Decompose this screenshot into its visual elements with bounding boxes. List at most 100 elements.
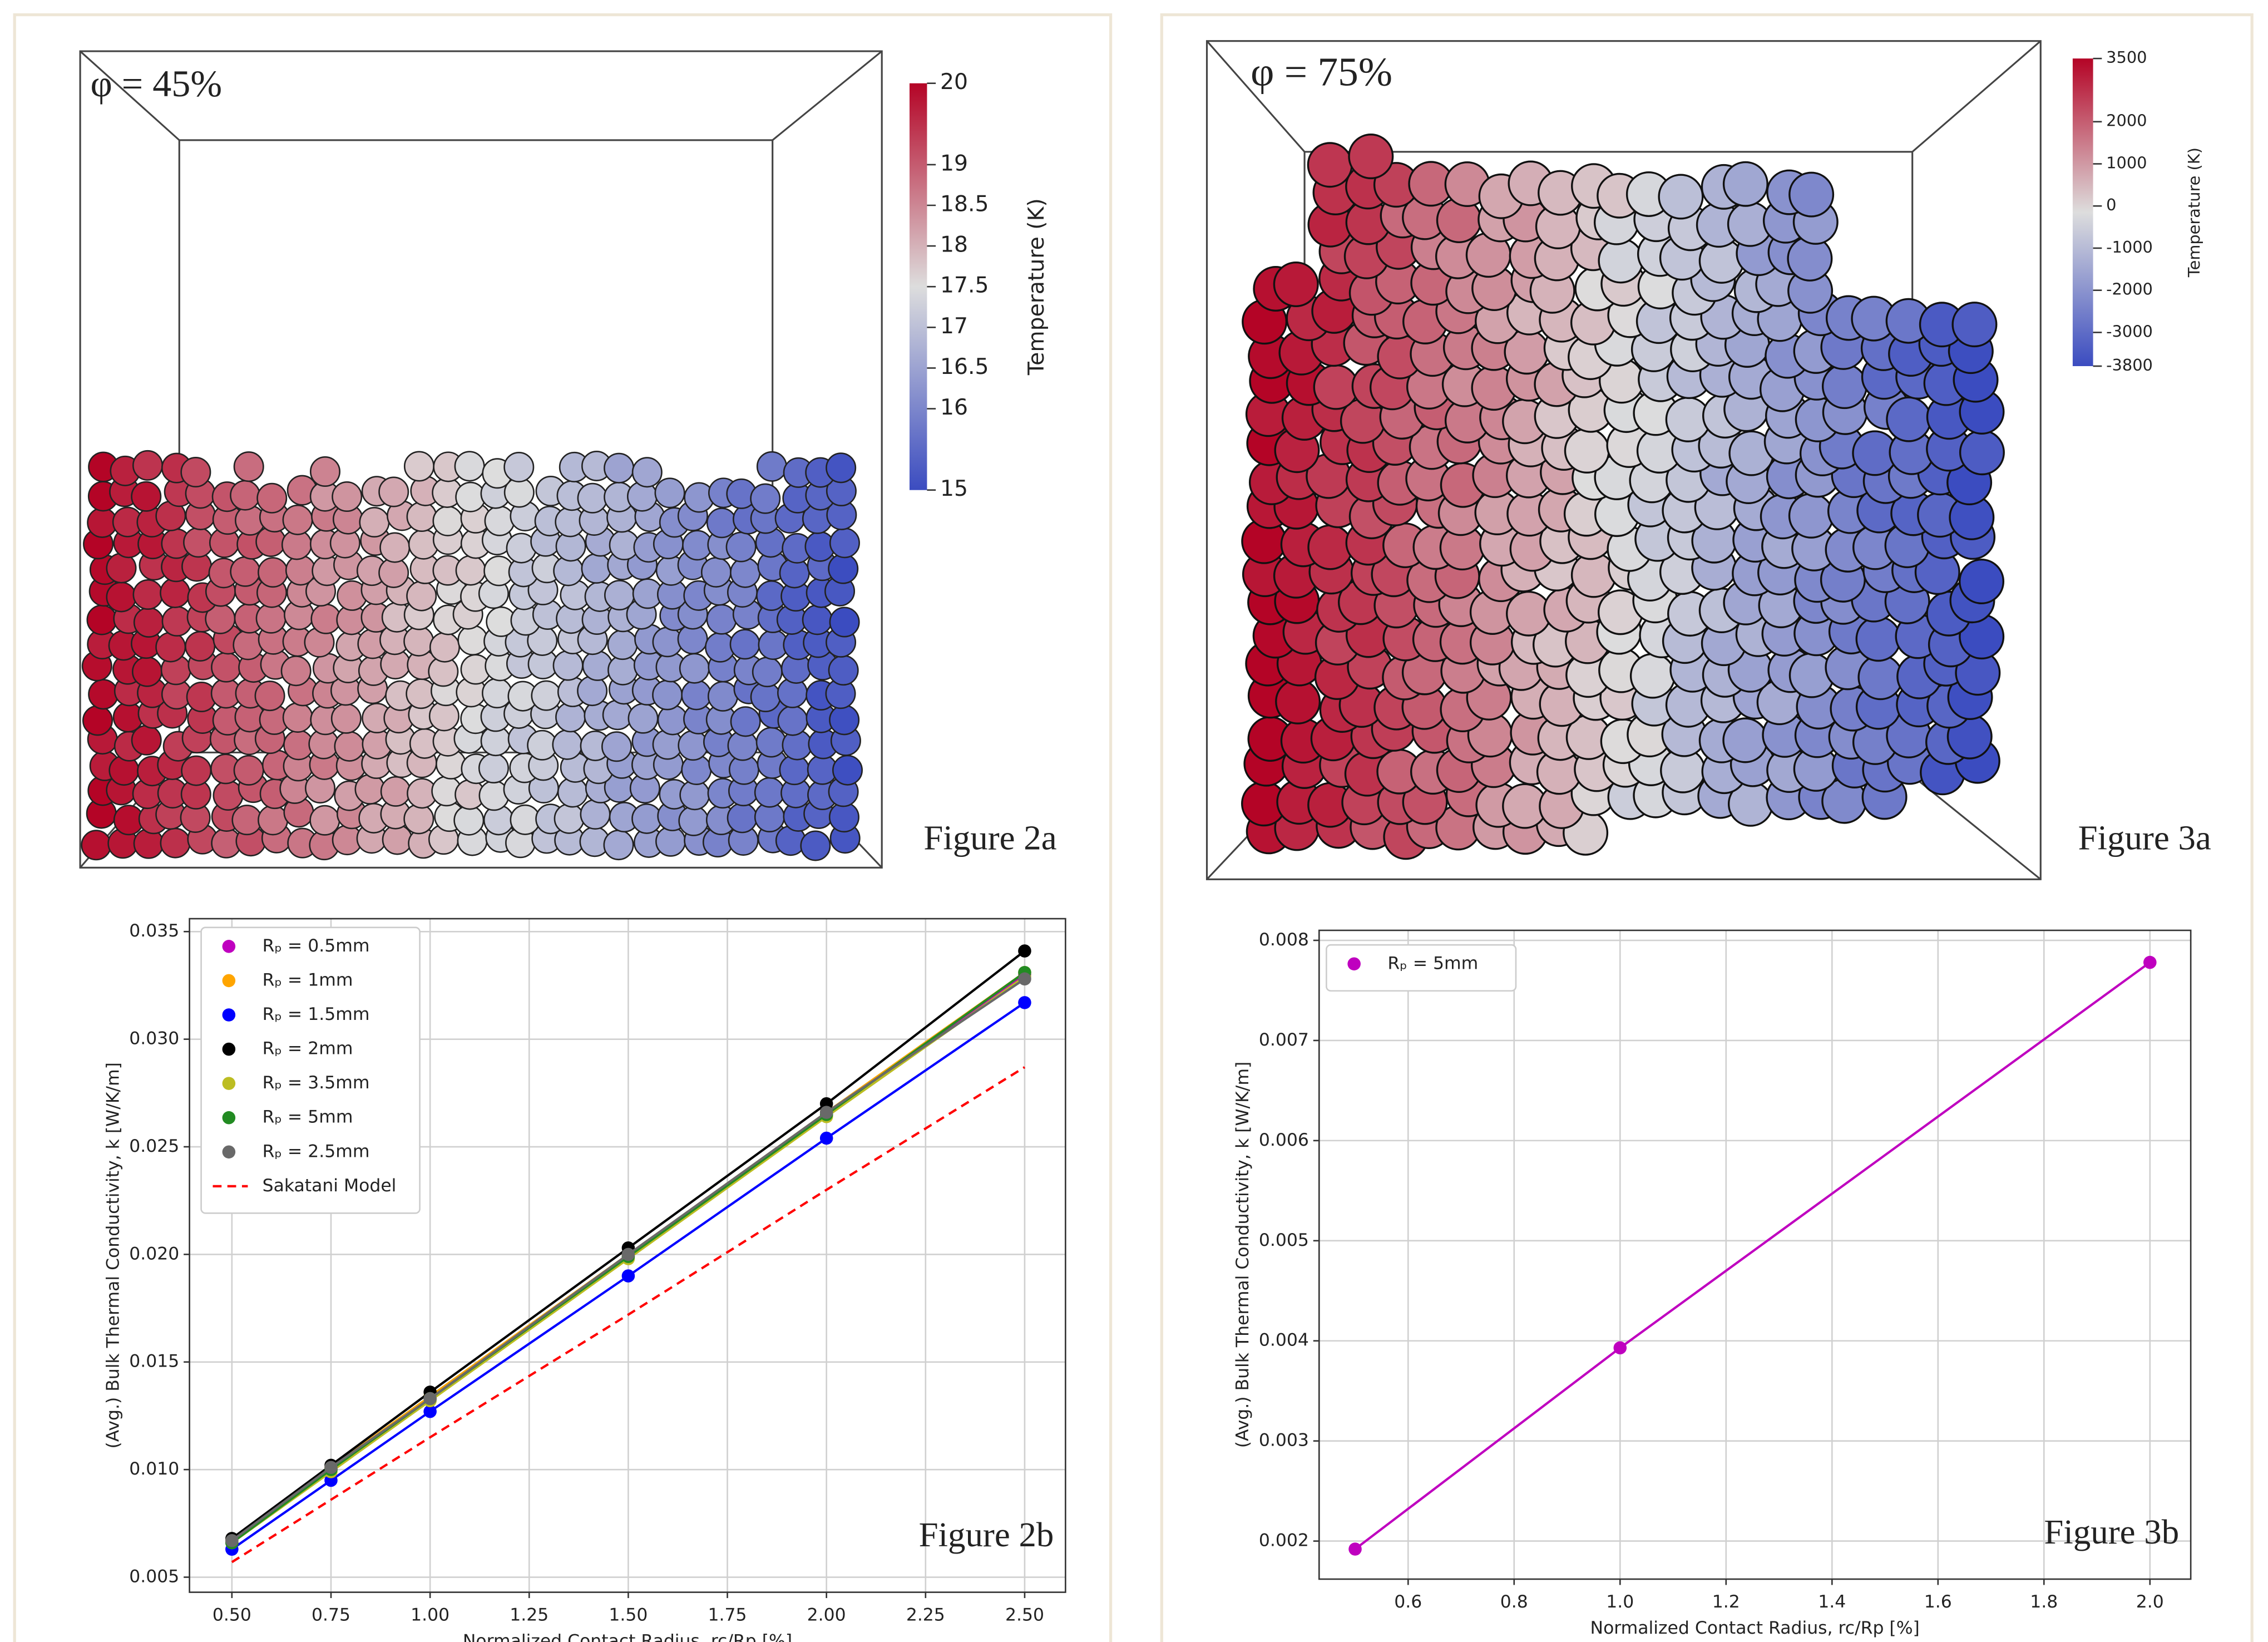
particle	[258, 558, 287, 586]
data-point	[1018, 944, 1031, 958]
y-tick-label: 0.005	[1259, 1230, 1309, 1250]
x-tick-label: 1.8	[2030, 1592, 2058, 1612]
y-axis-label: (Avg.) Bulk Thermal Conductivity, k [W/K…	[1233, 1062, 1253, 1448]
particle	[554, 651, 582, 680]
particle	[829, 655, 858, 684]
particle	[1960, 431, 2004, 475]
x-tick-label: 1.2	[1712, 1592, 1740, 1612]
particle	[829, 706, 858, 734]
particle	[1599, 239, 1643, 283]
figure-caption: Figure 2b	[919, 1515, 1054, 1554]
particle	[603, 701, 632, 729]
particle	[656, 827, 685, 856]
particle	[404, 627, 433, 655]
x-tick-label: 1.75	[708, 1605, 747, 1625]
particle	[803, 605, 832, 634]
data-point	[1348, 1542, 1362, 1556]
particle	[701, 558, 730, 586]
y-tick-label: 0.005	[129, 1567, 179, 1587]
particle	[258, 484, 286, 512]
y-tick-label: 0.004	[1259, 1330, 1309, 1350]
data-point	[225, 1534, 239, 1547]
particle	[230, 481, 259, 510]
legend-swatch	[223, 940, 236, 953]
colorbar-tick-label: -3800	[2106, 356, 2153, 374]
colorbar-tick-label: 17.5	[940, 273, 989, 298]
particle	[310, 457, 339, 486]
figure-caption: Figure 3b	[2044, 1512, 2179, 1551]
particle	[830, 608, 859, 637]
particle	[1274, 263, 1318, 307]
legend-swatch	[1347, 957, 1361, 970]
legend-swatch	[223, 1077, 236, 1090]
particle	[404, 452, 433, 481]
particle	[708, 682, 737, 711]
y-tick-label: 0.002	[1259, 1531, 1309, 1551]
y-tick-label: 0.007	[1259, 1030, 1309, 1050]
particle	[88, 680, 117, 709]
colorbar-tick-label: -3000	[2106, 322, 2153, 341]
legend-label: Rₚ = 0.5mm	[263, 936, 370, 956]
particle	[730, 558, 759, 587]
figure: φ = 45% φ = 75% 201918.51817.51716.51615…	[0, 0, 2268, 1642]
x-axis-label: Normalized Contact Radius, rc/Rp [%]	[463, 1631, 792, 1642]
colorbar-tick-label: 15	[940, 476, 968, 501]
particle	[333, 482, 362, 511]
particle	[555, 804, 584, 833]
particle	[156, 633, 185, 662]
particle	[682, 681, 711, 709]
data-point	[1018, 973, 1031, 986]
particle	[186, 632, 215, 660]
particle	[583, 651, 612, 680]
particle	[283, 703, 312, 732]
particle	[629, 704, 658, 733]
y-tick-label: 0.025	[129, 1136, 179, 1156]
data-point	[622, 1269, 635, 1283]
legend-label: Rₚ = 5mm	[263, 1107, 353, 1127]
particle	[582, 554, 611, 583]
particle	[1887, 397, 1931, 441]
particle	[707, 605, 736, 634]
particle	[653, 681, 681, 709]
particle	[454, 806, 483, 835]
legend-label: Rₚ = 2.5mm	[263, 1141, 370, 1161]
particle	[753, 657, 782, 686]
particle	[255, 681, 284, 710]
particle	[82, 831, 111, 860]
packing-label: φ = 75%	[1251, 49, 1392, 94]
particle	[381, 533, 409, 562]
colorbar-tick-label: 20	[940, 70, 968, 95]
x-tick-label: 0.8	[1500, 1592, 1528, 1612]
particle	[458, 625, 487, 654]
particle	[1790, 172, 1834, 216]
y-tick-label: 0.006	[1259, 1130, 1309, 1150]
particle	[160, 578, 189, 607]
particle	[286, 556, 315, 585]
particle	[231, 557, 260, 586]
particle	[833, 756, 862, 785]
colorbar	[910, 83, 927, 490]
particle	[1659, 175, 1703, 219]
particle	[658, 706, 687, 734]
particle	[830, 529, 859, 558]
figure-caption: Figure 2a	[923, 818, 1056, 857]
colorbar-tick-label: 17	[940, 314, 968, 339]
particle	[283, 505, 312, 534]
packing-label: φ = 45%	[90, 62, 222, 105]
particle	[578, 484, 607, 512]
particle	[161, 829, 190, 857]
particle	[731, 707, 760, 736]
particle	[1724, 162, 1768, 206]
figure-caption: Figure 3a	[2078, 818, 2211, 857]
particle	[379, 477, 408, 506]
particle	[604, 453, 633, 482]
y-tick-label: 0.020	[129, 1244, 179, 1264]
colorbar-tick-label: 18	[940, 233, 968, 258]
particle	[577, 676, 606, 705]
colorbar-tick-label: -1000	[2106, 238, 2153, 257]
particle	[404, 805, 433, 834]
legend-swatch	[223, 1145, 236, 1158]
legend-label: Rₚ = 3.5mm	[263, 1073, 370, 1093]
colorbar-title: Temperature (K)	[2185, 147, 2203, 278]
particle	[162, 606, 191, 635]
